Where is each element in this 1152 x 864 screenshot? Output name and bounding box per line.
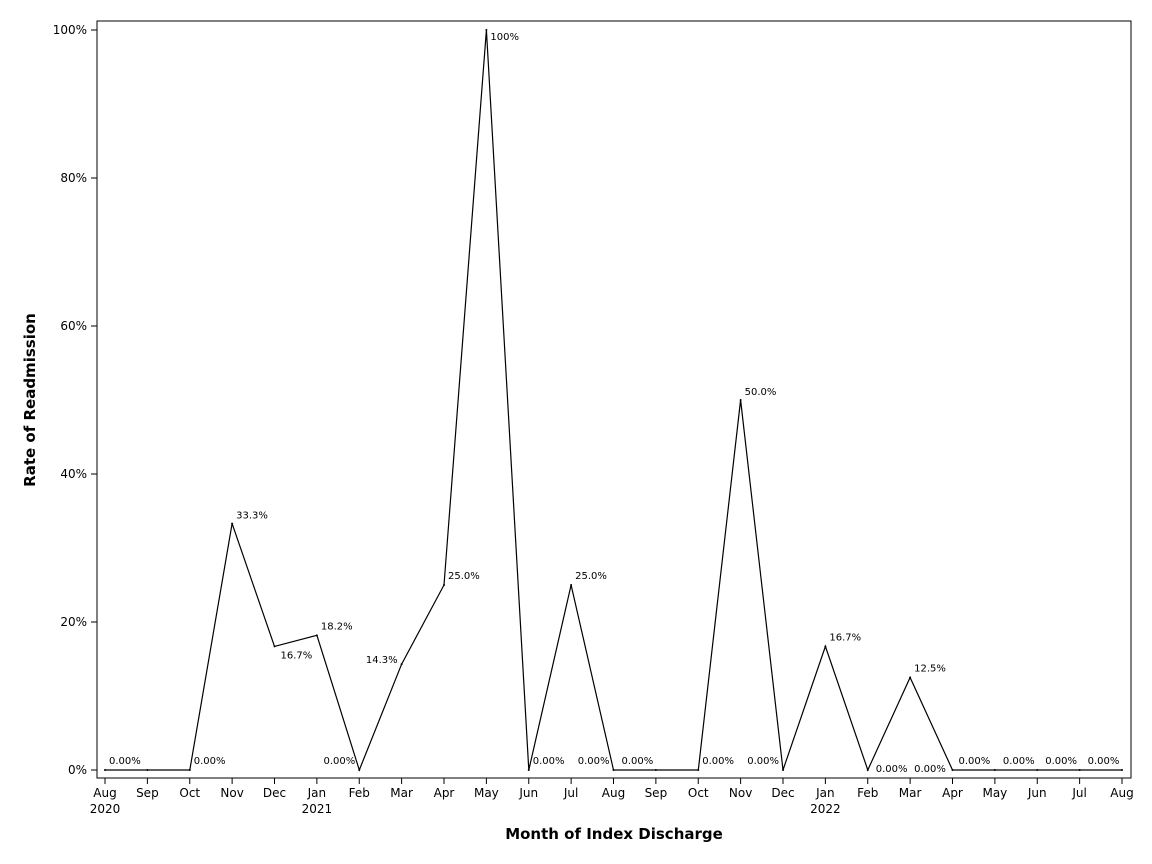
x-tick-label: May bbox=[982, 786, 1007, 800]
x-tick-label: Feb bbox=[857, 786, 878, 800]
data-label: 0.00% bbox=[914, 764, 946, 775]
series-line bbox=[105, 29, 1122, 772]
x-axis-title: Month of Index Discharge bbox=[505, 825, 723, 843]
x-tick-label: Oct bbox=[179, 786, 200, 800]
x-tick-label: Apr bbox=[942, 786, 963, 800]
data-label: 0.00% bbox=[1003, 756, 1035, 767]
data-label: 14.3% bbox=[366, 655, 398, 666]
data-label: 0.00% bbox=[533, 756, 565, 767]
y-tick-label: 0% bbox=[68, 763, 87, 777]
data-point bbox=[782, 769, 784, 771]
data-label: 25.0% bbox=[575, 571, 607, 582]
x-year-label: 2021 bbox=[302, 802, 333, 816]
data-point bbox=[400, 663, 403, 666]
data-point bbox=[527, 769, 530, 771]
data-label: 0.00% bbox=[1045, 756, 1077, 767]
data-point bbox=[146, 769, 149, 771]
x-tick-label: Aug bbox=[602, 786, 625, 800]
data-point bbox=[866, 769, 869, 771]
x-tick-label: Apr bbox=[434, 786, 455, 800]
data-point bbox=[485, 29, 488, 31]
data-point bbox=[1036, 769, 1039, 771]
data-label: 0.00% bbox=[578, 756, 610, 767]
x-tick-label: Mar bbox=[899, 786, 922, 800]
y-tick-label: 40% bbox=[60, 467, 87, 481]
data-point bbox=[824, 645, 827, 648]
data-point bbox=[951, 769, 954, 771]
data-label: 0.00% bbox=[747, 756, 779, 767]
data-label: 0.00% bbox=[323, 756, 355, 767]
x-tick-label: Jan bbox=[815, 786, 835, 800]
x-tick-label: Jun bbox=[518, 786, 538, 800]
data-label: 50.0% bbox=[745, 387, 777, 398]
x-tick-label: Sep bbox=[645, 786, 668, 800]
x-tick-label: Aug bbox=[93, 786, 116, 800]
data-label: 12.5% bbox=[914, 664, 946, 675]
y-tick-label: 80% bbox=[60, 171, 87, 185]
x-tick-label: May bbox=[474, 786, 499, 800]
data-label: 16.7% bbox=[829, 632, 861, 643]
data-point bbox=[654, 769, 657, 771]
plot-frame bbox=[96, 20, 1132, 779]
data-label: 0.00% bbox=[194, 756, 226, 767]
x-tick-label: Oct bbox=[688, 786, 709, 800]
data-label: 0.00% bbox=[109, 756, 141, 767]
x-tick-label: Nov bbox=[729, 786, 752, 800]
y-tick-label: 100% bbox=[53, 23, 87, 37]
data-point bbox=[909, 676, 912, 679]
x-tick-label: Sep bbox=[136, 786, 159, 800]
x-year-label: 2022 bbox=[810, 802, 841, 816]
data-point bbox=[739, 399, 742, 401]
data-point bbox=[1078, 769, 1081, 771]
y-axis-title: Rate of Readmission bbox=[21, 313, 39, 487]
data-point bbox=[993, 769, 996, 771]
data-label: 0.00% bbox=[876, 764, 908, 775]
y-tick-label: 20% bbox=[60, 615, 87, 629]
data-label: 0.00% bbox=[622, 756, 654, 767]
data-point bbox=[570, 584, 573, 586]
x-year-label: 2020 bbox=[90, 802, 121, 816]
data-point bbox=[612, 769, 615, 771]
data-point bbox=[443, 584, 445, 586]
data-label: 0.00% bbox=[959, 756, 991, 767]
x-tick-label: Dec bbox=[263, 786, 286, 800]
x-tick-label: Aug bbox=[1110, 786, 1133, 800]
data-label: 16.7% bbox=[281, 650, 313, 661]
x-tick-label: Feb bbox=[349, 786, 370, 800]
data-label: 25.0% bbox=[448, 571, 480, 582]
data-point bbox=[231, 522, 234, 525]
data-point bbox=[358, 769, 361, 771]
data-label: 100% bbox=[490, 32, 519, 43]
data-point bbox=[188, 769, 191, 771]
data-label: 18.2% bbox=[321, 621, 353, 632]
x-tick-label: Jul bbox=[1071, 786, 1086, 800]
data-label: 33.3% bbox=[236, 511, 268, 522]
x-tick-label: Dec bbox=[771, 786, 794, 800]
x-tick-label: Mar bbox=[390, 786, 413, 800]
y-tick-label: 60% bbox=[60, 319, 87, 333]
x-tick-label: Nov bbox=[220, 786, 243, 800]
data-point bbox=[697, 769, 700, 771]
data-point bbox=[104, 769, 106, 771]
data-label: 0.00% bbox=[702, 756, 734, 767]
data-label: 0.00% bbox=[1088, 756, 1120, 767]
data-point bbox=[315, 634, 318, 637]
data-point bbox=[1121, 769, 1123, 771]
x-tick-label: Jun bbox=[1027, 786, 1047, 800]
data-point bbox=[273, 645, 276, 648]
x-tick-label: Jan bbox=[307, 786, 327, 800]
x-tick-label: Jul bbox=[563, 786, 578, 800]
